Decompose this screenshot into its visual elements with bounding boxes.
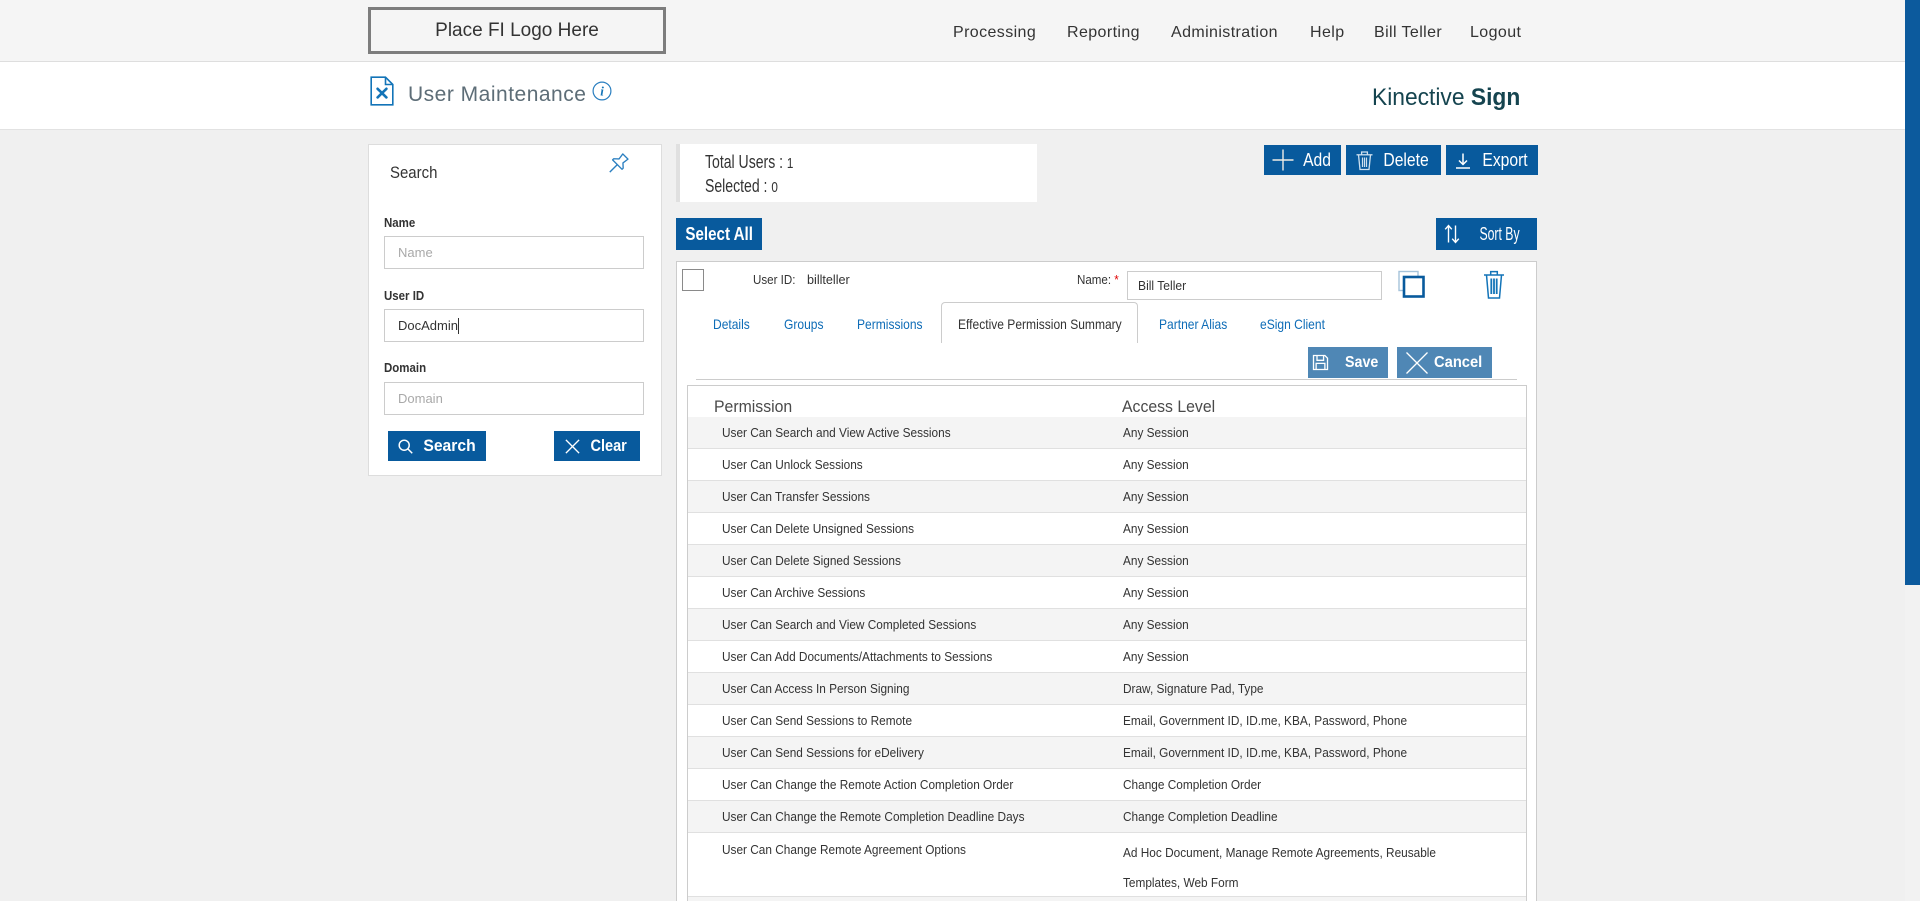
svg-text:i: i	[600, 84, 604, 99]
